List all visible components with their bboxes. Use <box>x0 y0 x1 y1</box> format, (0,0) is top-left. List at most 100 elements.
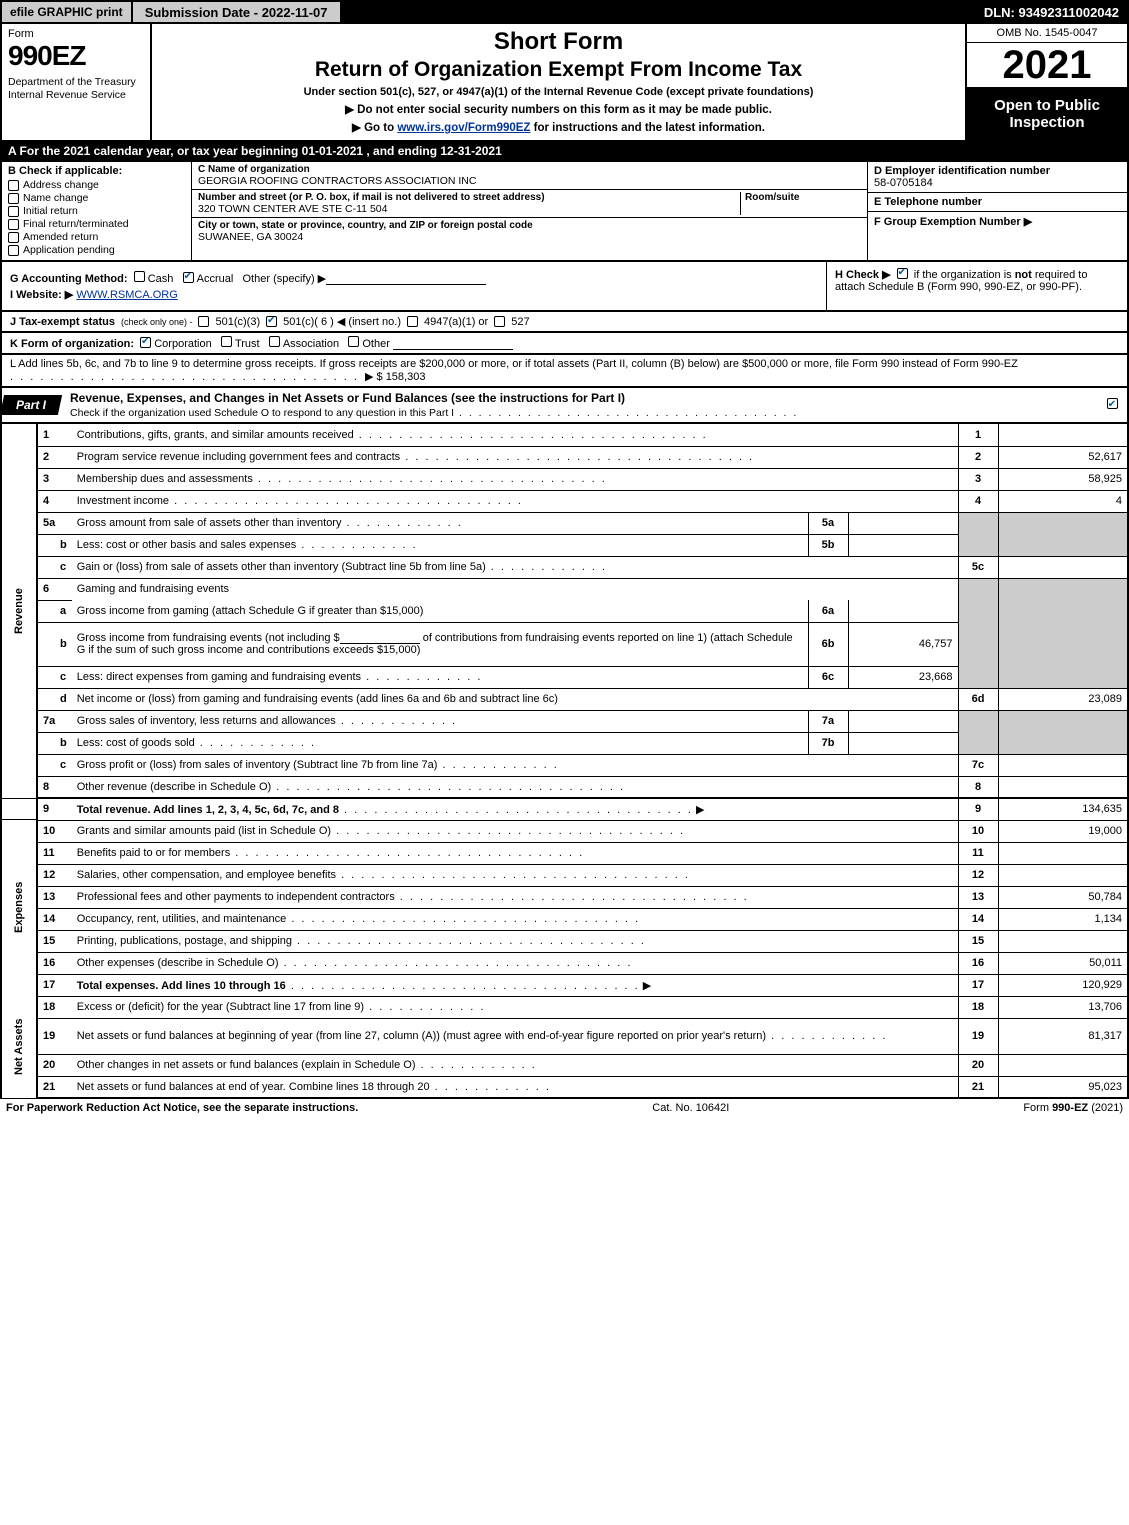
K-lbl: K Form of organization: <box>10 338 134 350</box>
C-city-lbl: City or town, state or province, country… <box>198 220 861 231</box>
checkbox-icon[interactable] <box>140 337 151 348</box>
line-num: 16 <box>37 952 72 974</box>
C-name: GEORGIA ROOFING CONTRACTORS ASSOCIATION … <box>198 175 861 187</box>
line-desc: Contributions, gifts, grants, and simila… <box>72 424 958 446</box>
J-o4: 527 <box>511 316 529 328</box>
chk-application-pending[interactable]: Application pending <box>8 244 185 256</box>
I-website[interactable]: WWW.RSMCA.ORG <box>76 289 177 301</box>
K-o2: Trust <box>235 338 260 350</box>
C-room-lbl: Room/suite <box>745 192 861 203</box>
chk-address-change[interactable]: Address change <box>8 179 185 191</box>
expenses-label: Expenses <box>1 820 37 996</box>
K-other-line[interactable] <box>393 338 513 350</box>
table-row: Expenses 10 Grants and similar amounts p… <box>1 820 1128 842</box>
E-lbl: E Telephone number <box>874 196 1121 208</box>
checkbox-icon[interactable] <box>348 336 359 347</box>
table-row: 7a Gross sales of inventory, less return… <box>1 710 1128 732</box>
J-o1: 501(c)(3) <box>215 316 260 328</box>
sub-val <box>848 534 958 556</box>
part-chk <box>1097 398 1127 413</box>
line-num: 11 <box>37 842 72 864</box>
table-row: 15 Printing, publications, postage, and … <box>1 930 1128 952</box>
block-BCDEF: B Check if applicable: Address change Na… <box>0 162 1129 262</box>
checkbox-icon[interactable] <box>1107 398 1118 409</box>
line-desc: Grants and similar amounts paid (list in… <box>72 820 958 842</box>
checkbox-icon <box>8 206 19 217</box>
chk-amended-return[interactable]: Amended return <box>8 231 185 243</box>
table-row: 14 Occupancy, rent, utilities, and maint… <box>1 908 1128 930</box>
row-K: K Form of organization: Corporation Trus… <box>0 333 1129 355</box>
line-num: 10 <box>37 820 72 842</box>
B-checklist: Address change Name change Initial retur… <box>8 179 185 256</box>
F-cell: F Group Exemption Number ▶ <box>868 212 1127 260</box>
line-num: 19 <box>37 1018 72 1054</box>
checkbox-icon[interactable] <box>266 316 277 327</box>
line-num: 14 <box>37 908 72 930</box>
department: Department of the Treasury Internal Reve… <box>8 76 144 101</box>
line-amt: 134,635 <box>998 798 1128 820</box>
checkbox-icon[interactable] <box>269 336 280 347</box>
chk-label: Final return/terminated <box>23 218 129 230</box>
checkbox-icon[interactable] <box>897 268 908 279</box>
checkbox-icon[interactable] <box>407 316 418 327</box>
checkbox-icon[interactable] <box>221 336 232 347</box>
line-desc: Gain or (loss) from sale of assets other… <box>72 556 958 578</box>
line-desc: Professional fees and other payments to … <box>72 886 958 908</box>
instruction-2: ▶ Go to www.irs.gov/Form990EZ for instru… <box>162 120 955 134</box>
line-col: 20 <box>958 1054 998 1076</box>
row-A-tax-year: A For the 2021 calendar year, or tax yea… <box>0 142 1129 162</box>
line-desc: Excess or (deficit) for the year (Subtra… <box>72 996 958 1018</box>
checkbox-icon[interactable] <box>198 316 209 327</box>
J-note: (check only one) - <box>121 317 193 327</box>
col-C: C Name of organization GEORGIA ROOFING C… <box>192 162 867 260</box>
L-amt: ▶ $ 158,303 <box>365 371 425 383</box>
line-col: 12 <box>958 864 998 886</box>
efile-print-button[interactable]: efile GRAPHIC print <box>2 2 133 22</box>
chk-name-change[interactable]: Name change <box>8 192 185 204</box>
line-col: 11 <box>958 842 998 864</box>
footer-left: For Paperwork Reduction Act Notice, see … <box>6 1102 358 1114</box>
header-left: Form 990EZ Department of the Treasury In… <box>2 24 152 140</box>
line-num: d <box>37 688 72 710</box>
line-num: a <box>37 600 72 622</box>
irs-link[interactable]: www.irs.gov/Form990EZ <box>397 122 530 134</box>
part-sub: Check if the organization used Schedule … <box>70 407 798 419</box>
checkbox-icon[interactable] <box>134 271 145 282</box>
chk-initial-return[interactable]: Initial return <box>8 205 185 217</box>
table-row: 11 Benefits paid to or for members 11 <box>1 842 1128 864</box>
line-col: 5c <box>958 556 998 578</box>
chk-label: Name change <box>23 192 88 204</box>
D-cell: D Employer identification number 58-0705… <box>868 162 1127 193</box>
line-num: 5a <box>37 512 72 534</box>
line-amt: 13,706 <box>998 996 1128 1018</box>
grey-cell <box>958 578 998 688</box>
line-amt: 19,000 <box>998 820 1128 842</box>
C-city-cell: City or town, state or province, country… <box>192 218 867 260</box>
sub-box: 5a <box>808 512 848 534</box>
line-amt: 23,089 <box>998 688 1128 710</box>
line-num: 17 <box>37 974 72 996</box>
line-col: 14 <box>958 908 998 930</box>
G-lbl: G Accounting Method: <box>10 273 128 285</box>
chk-final-return[interactable]: Final return/terminated <box>8 218 185 230</box>
line-col: 9 <box>958 798 998 820</box>
checkbox-icon <box>8 193 19 204</box>
G-other-line[interactable] <box>326 273 486 285</box>
row-I: I Website: ▶ WWW.RSMCA.ORG <box>10 288 818 301</box>
table-row: 21 Net assets or fund balances at end of… <box>1 1076 1128 1098</box>
checkbox-icon <box>8 245 19 256</box>
table-row: d Net income or (loss) from gaming and f… <box>1 688 1128 710</box>
checkbox-icon[interactable] <box>494 316 505 327</box>
sub-val <box>848 600 958 622</box>
submission-date: Submission Date - 2022-11-07 <box>133 2 342 22</box>
checkbox-icon[interactable] <box>183 272 194 283</box>
chk-label: Amended return <box>23 231 98 243</box>
line-num: 3 <box>37 468 72 490</box>
part-title: Revenue, Expenses, and Changes in Net As… <box>70 388 1097 422</box>
G-cash: Cash <box>148 273 174 285</box>
line-desc: Less: cost of goods sold <box>72 732 808 754</box>
line-num: 2 <box>37 446 72 468</box>
blank-line[interactable] <box>340 632 420 644</box>
line-desc: Other expenses (describe in Schedule O) <box>72 952 958 974</box>
C-name-cell: C Name of organization GEORGIA ROOFING C… <box>192 162 867 190</box>
